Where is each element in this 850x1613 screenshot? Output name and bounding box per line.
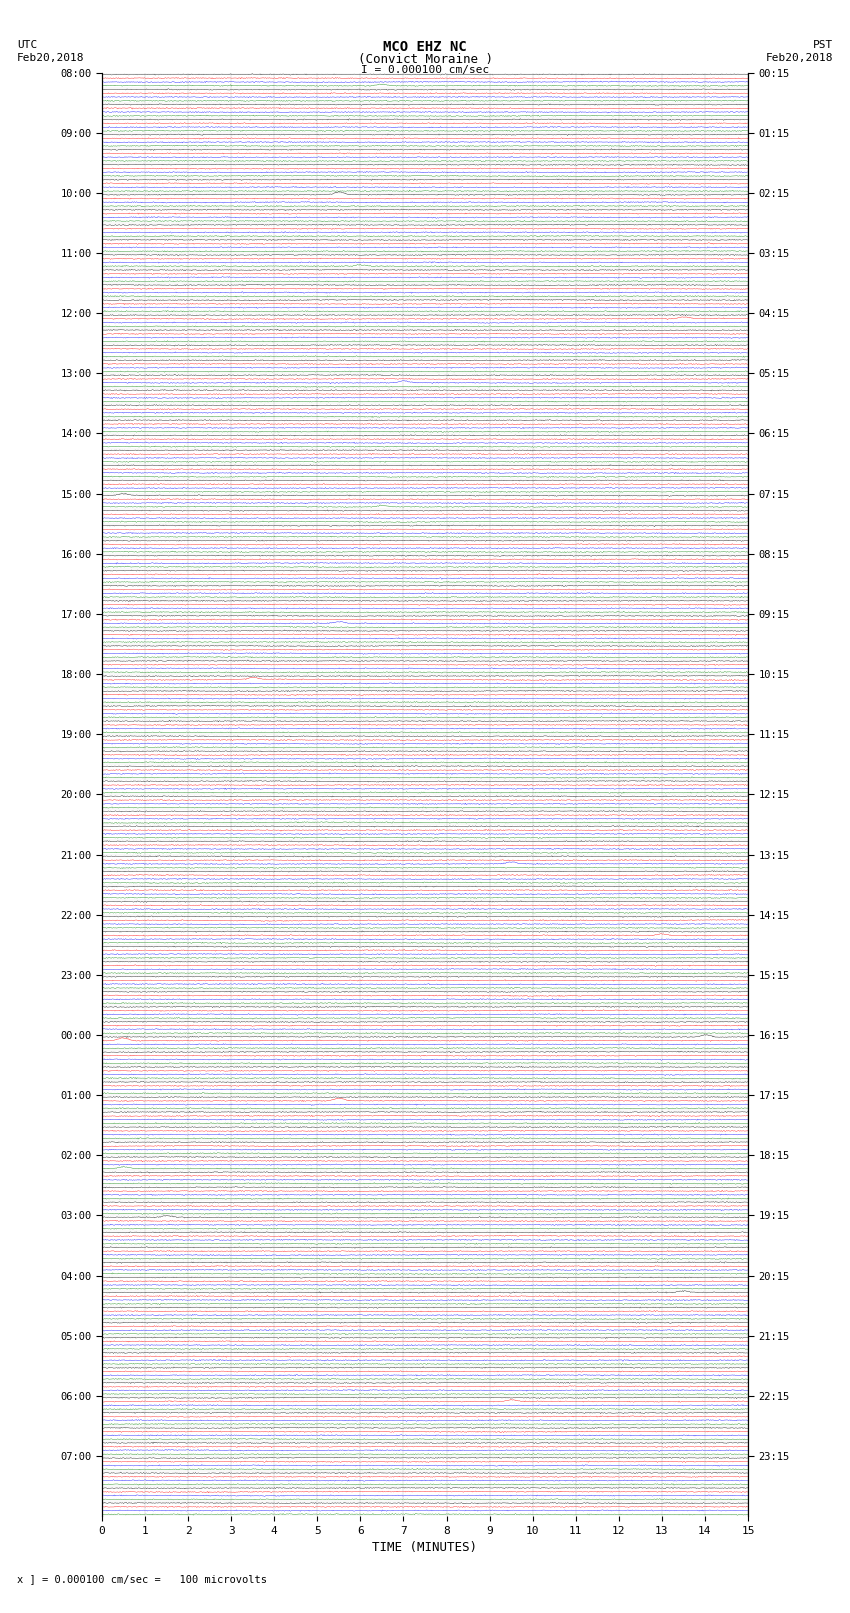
Text: (Convict Moraine ): (Convict Moraine )	[358, 53, 492, 66]
Text: UTC: UTC	[17, 40, 37, 50]
Text: x ] = 0.000100 cm/sec =   100 microvolts: x ] = 0.000100 cm/sec = 100 microvolts	[17, 1574, 267, 1584]
Text: Feb20,2018: Feb20,2018	[17, 53, 84, 63]
Text: MCO EHZ NC: MCO EHZ NC	[383, 40, 467, 55]
Text: I = 0.000100 cm/sec: I = 0.000100 cm/sec	[361, 65, 489, 74]
X-axis label: TIME (MINUTES): TIME (MINUTES)	[372, 1542, 478, 1555]
Text: PST: PST	[813, 40, 833, 50]
Text: Feb20,2018: Feb20,2018	[766, 53, 833, 63]
